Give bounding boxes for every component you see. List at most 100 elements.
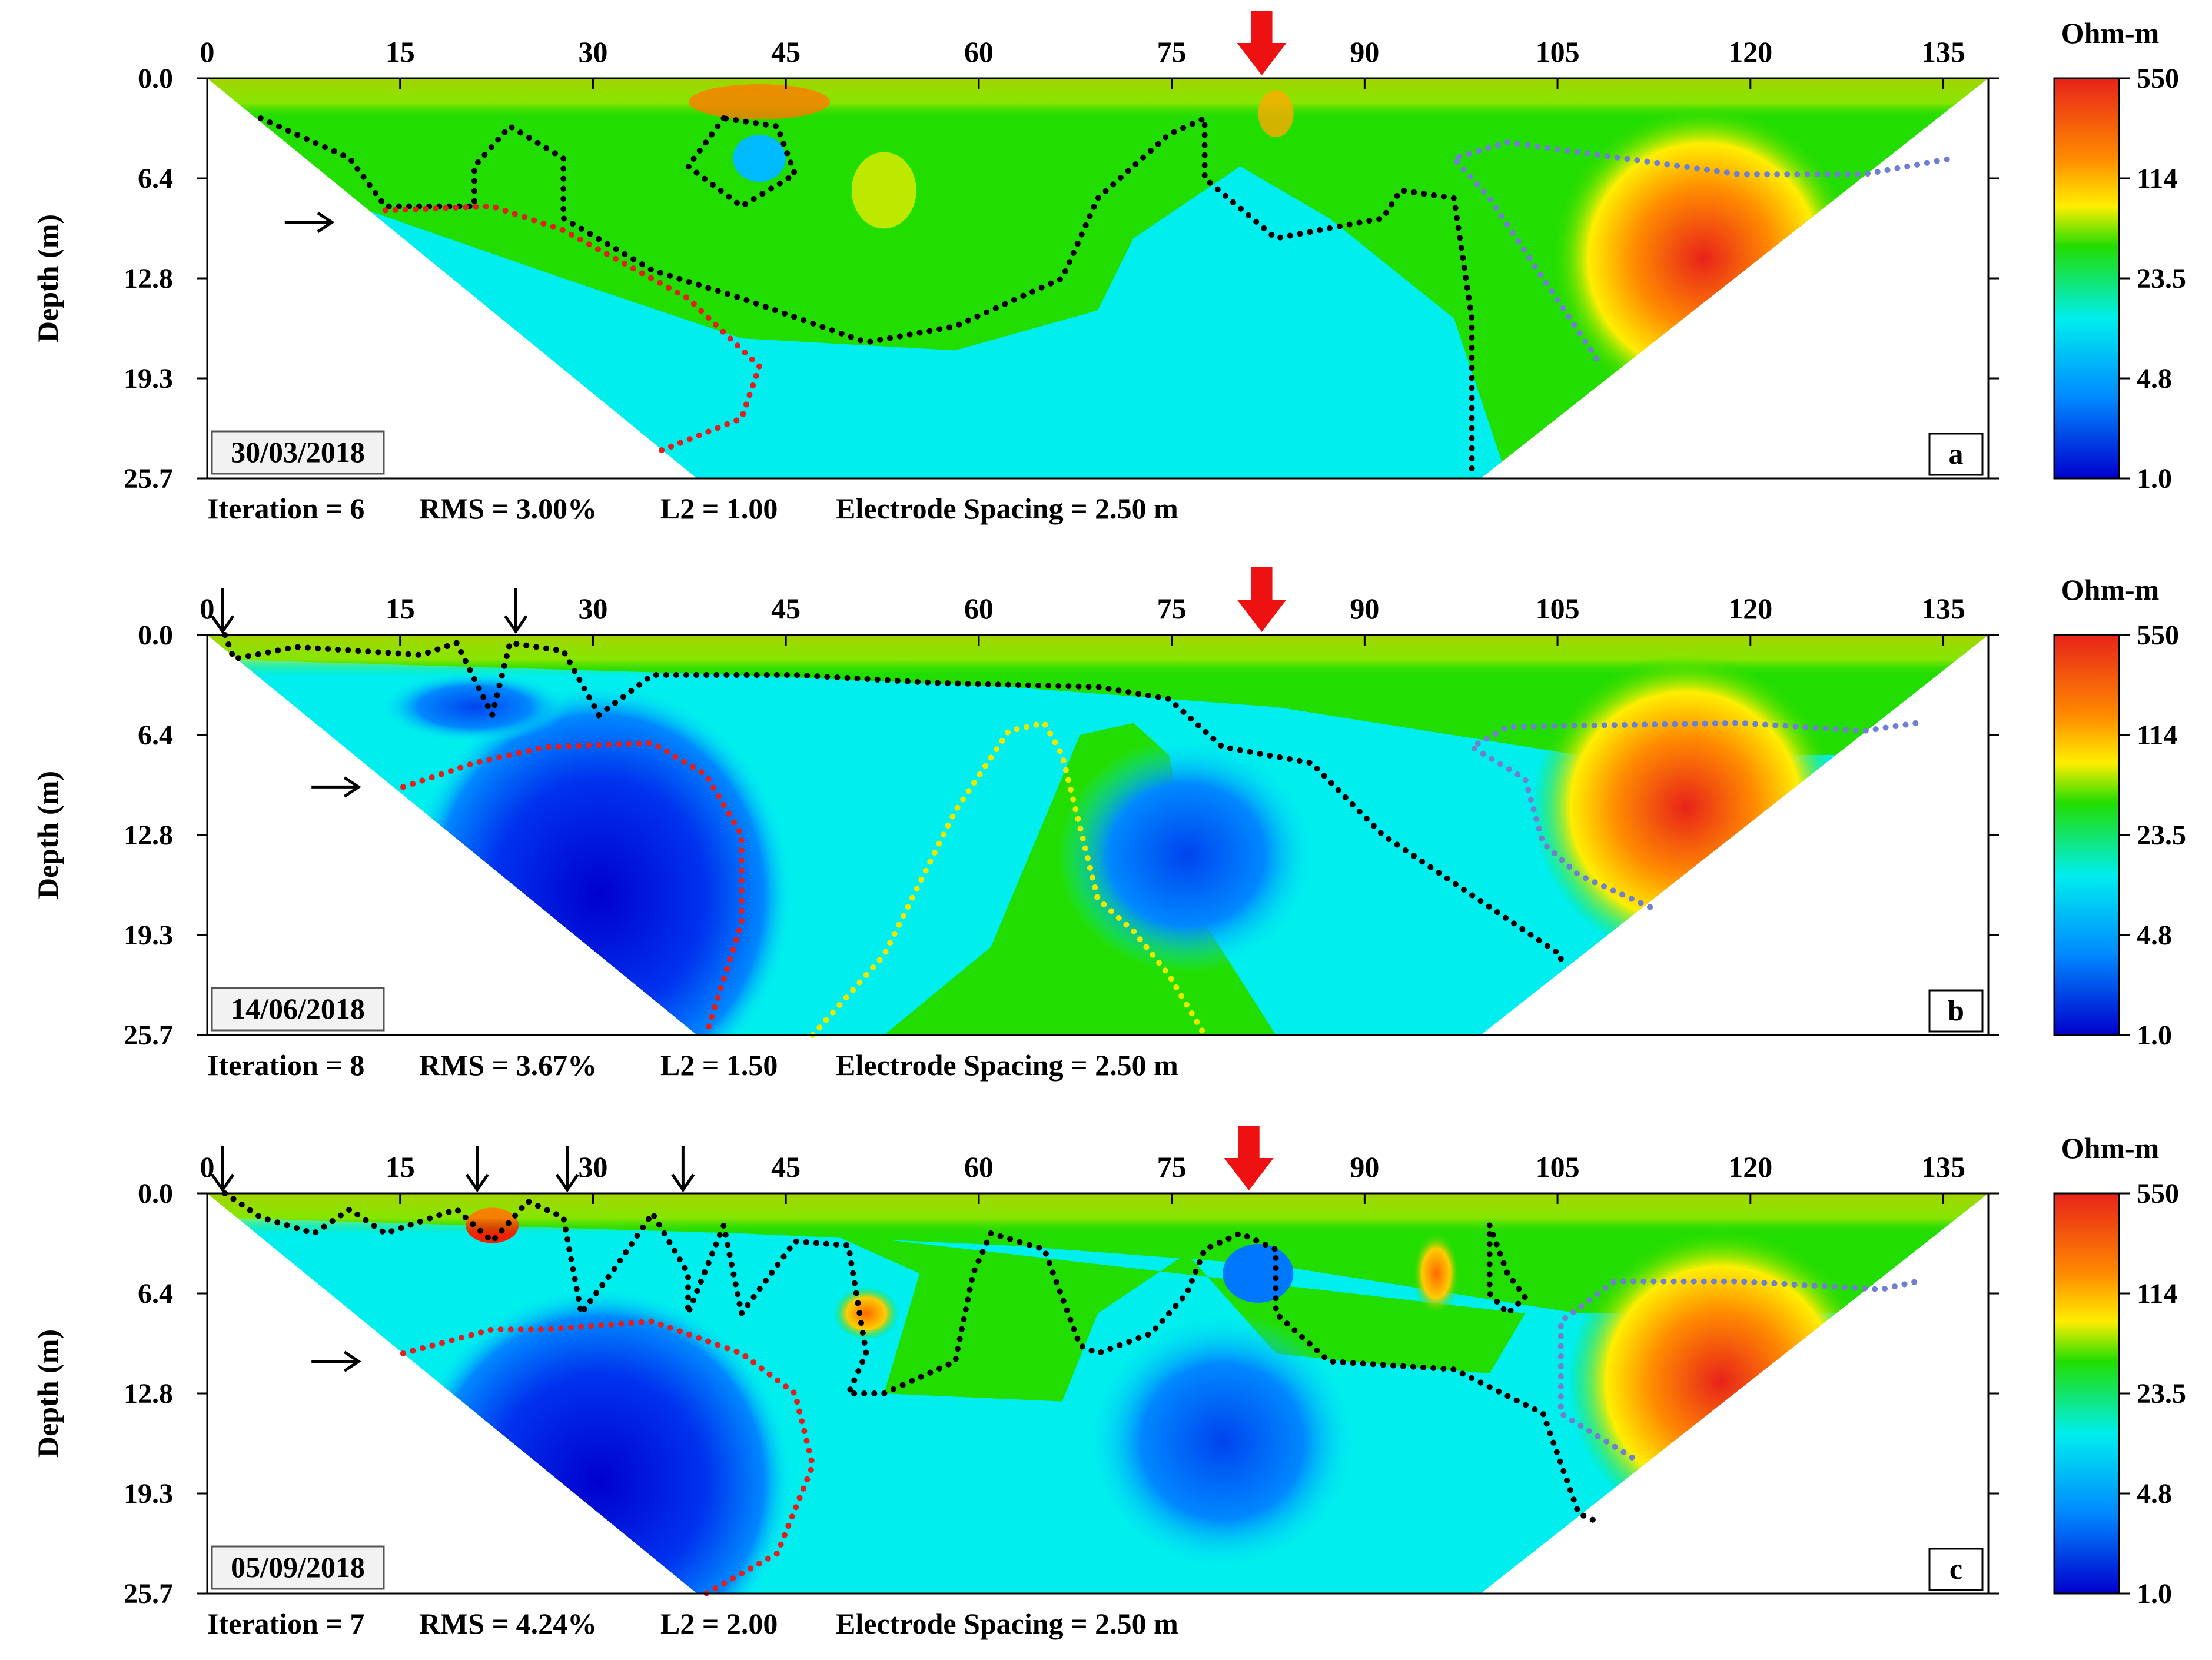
colorbar-tick-label: 550 (2137, 1178, 2179, 1209)
y-tick-label: 0.0 (138, 1178, 173, 1209)
black-boundary-line (257, 114, 1475, 481)
y-axis-label: Depth (m) (31, 771, 64, 899)
down-arrow-head-icon (211, 1173, 235, 1193)
x-tick-label: 90 (1350, 1150, 1379, 1183)
x-tick-label: 105 (1536, 592, 1580, 625)
panel-a: 0 15 30 45 60 75 90 105 120 135 0.0 6.4 12.8 19.3 25.7… (31, 11, 2186, 525)
colorbar (2053, 77, 2120, 480)
red-arrow-icon (1224, 1126, 1274, 1190)
rms-label: RMS = 3.67% (419, 1049, 597, 1082)
date-box (211, 430, 385, 475)
x-tick-label: 60 (964, 592, 994, 625)
x-tick-label: 135 (1921, 1150, 1965, 1183)
panel-letter-box (1928, 1548, 1984, 1591)
l2-label: L2 = 1.00 (660, 492, 778, 525)
x-tick-label: 75 (1157, 1150, 1187, 1183)
yellow-boundary-line (809, 719, 1208, 1038)
black-boundary-line (222, 1190, 1600, 1525)
y-tick-label: 0.0 (138, 620, 173, 651)
iteration-label: Iteration = 7 (207, 1607, 364, 1640)
colorbar-tick-label: 4.8 (2137, 920, 2172, 951)
spacing-label: Electrode Spacing = 2.50 m (836, 1607, 1178, 1640)
x-tick-label: 90 (1350, 35, 1379, 68)
colorbar-tick-label: 4.8 (2137, 1478, 2172, 1509)
y-tick-label: 0.0 (138, 63, 173, 94)
colorbar-tick-label: 23.5 (2137, 1378, 2186, 1409)
colorbar-tick-label: 114 (2137, 720, 2177, 751)
x-tick-label: 45 (771, 1150, 801, 1183)
colorbar-tick-label: 1.0 (2137, 1020, 2172, 1051)
x-tick-label: 105 (1536, 1150, 1580, 1183)
x-tick-label: 120 (1728, 592, 1772, 625)
red-arrow-icon (1237, 11, 1287, 75)
y-tick-label: 25.7 (124, 1020, 173, 1051)
iteration-label: Iteration = 8 (207, 1049, 364, 1082)
x-tick-label: 135 (1921, 592, 1965, 625)
colorbar-tick-label: 23.5 (2137, 820, 2186, 851)
y-tick-label: 25.7 (124, 1578, 173, 1609)
y-axis-label: Depth (m) (31, 1329, 64, 1458)
red-boundary-line (382, 203, 763, 454)
panel-letter: a (1949, 437, 1964, 470)
l2-label: L2 = 2.00 (660, 1607, 778, 1640)
x-tick-label: 120 (1728, 35, 1772, 68)
panel-b: 0 15 30 45 60 75 90 105 120 135 0.0 6.4 12.8 19.3 25.7… (31, 567, 2186, 1082)
colorbar-tick-label: 114 (2137, 163, 2177, 194)
colorbar-tick-label: 1.0 (2137, 1578, 2172, 1609)
colorbar-title: Ohm-m (2061, 1132, 2160, 1165)
y-tick-label: 6.4 (138, 1278, 173, 1309)
date-label: 05/09/2018 (231, 1551, 365, 1584)
l2-label: L2 = 1.50 (660, 1049, 778, 1082)
blue-boundary-line (1557, 1278, 1920, 1461)
date-box (211, 1545, 385, 1590)
black-closed-contour (1486, 1222, 1529, 1318)
panel-letter: b (1948, 994, 1964, 1027)
colorbar (2053, 634, 2120, 1036)
x-tick-label: 30 (578, 592, 607, 625)
date-label: 30/03/2018 (231, 435, 365, 468)
panel-c: 0 15 30 45 60 75 90 105 120 135 0.0 6.4 12.8 19.3 25.7… (31, 1126, 2186, 1640)
down-arrow-head-icon (504, 615, 528, 634)
y-tick-label: 12.8 (124, 1378, 173, 1409)
red-boundary-line (400, 740, 745, 1038)
black-closed-contour (684, 115, 799, 210)
x-tick-label: 60 (964, 1150, 994, 1183)
panel-letter: c (1949, 1552, 1962, 1585)
right-arrow-head-icon (343, 776, 361, 798)
red-boundary-line (400, 1318, 816, 1596)
down-arrow-head-icon (465, 1173, 489, 1193)
y-tick-label: 19.3 (124, 920, 173, 951)
blue-boundary-line (1449, 139, 1956, 361)
down-arrow-head-icon (671, 1173, 695, 1193)
x-tick-label: 0 (200, 1150, 215, 1183)
x-tick-label: 30 (578, 1150, 607, 1183)
spacing-label: Electrode Spacing = 2.50 m (836, 1049, 1178, 1082)
y-tick-label: 19.3 (124, 363, 173, 394)
y-tick-label: 19.3 (124, 1478, 173, 1509)
x-tick-label: 120 (1728, 1150, 1772, 1183)
date-label: 14/06/2018 (231, 992, 365, 1025)
section-image (207, 635, 1988, 1035)
right-arrow-head-icon (317, 211, 335, 233)
colorbar-title: Ohm-m (2061, 573, 2160, 606)
y-tick-label: 6.4 (138, 163, 173, 194)
x-tick-label: 0 (200, 35, 215, 68)
colorbar (2053, 1192, 2120, 1595)
colorbar-tick-label: 4.8 (2137, 363, 2172, 394)
panel-letter-box (1928, 433, 1984, 476)
x-tick-label: 45 (771, 35, 801, 68)
y-tick-label: 12.8 (124, 263, 173, 294)
section-image (207, 1193, 1988, 1594)
spacing-label: Electrode Spacing = 2.50 m (836, 492, 1178, 525)
y-tick-label: 12.8 (124, 820, 173, 851)
colorbar-tick-label: 114 (2137, 1278, 2177, 1309)
x-tick-label: 75 (1157, 35, 1187, 68)
x-tick-label: 60 (964, 35, 994, 68)
x-tick-label: 90 (1350, 592, 1379, 625)
y-tick-label: 25.7 (124, 463, 173, 494)
colorbar-tick-label: 550 (2137, 63, 2179, 94)
rms-label: RMS = 4.24% (419, 1607, 597, 1640)
black-boundary-line (222, 632, 1564, 962)
red-arrow-icon (1237, 567, 1287, 632)
